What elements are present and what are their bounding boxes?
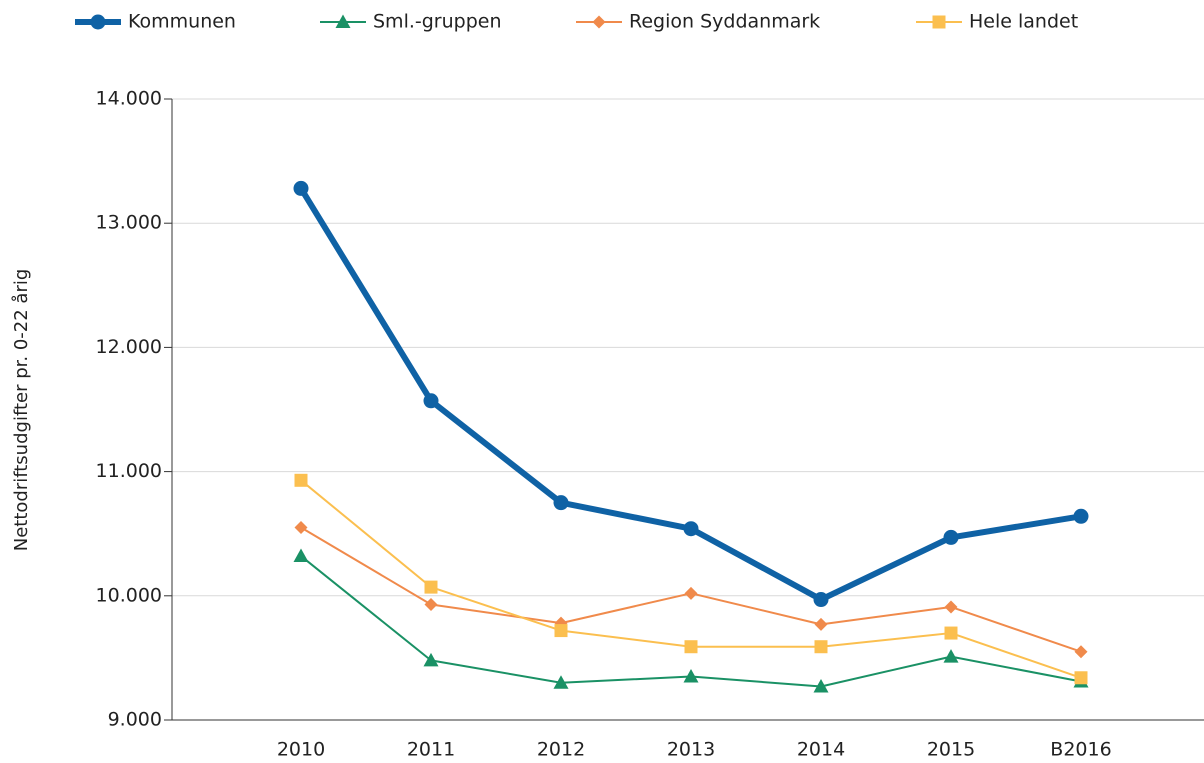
y-tick-label: 14.000	[96, 88, 162, 110]
legend-label: Kommunen	[128, 11, 236, 33]
y-tick-label: 11.000	[96, 460, 162, 482]
x-tick-label: 2014	[797, 739, 845, 760]
marker	[423, 393, 439, 409]
marker	[293, 180, 309, 196]
marker	[932, 15, 946, 29]
y-axis-label: Nettodriftsudgifter pr. 0-22 årig	[11, 269, 32, 552]
series-line	[298, 186, 1082, 603]
x-tick-label: 2013	[667, 739, 715, 760]
x-tick-label: 2012	[537, 739, 585, 760]
marker	[1074, 671, 1088, 685]
x-tick-label: B2016	[1050, 739, 1111, 760]
marker	[90, 14, 106, 30]
marker	[944, 626, 958, 640]
marker	[944, 600, 958, 614]
marker	[683, 521, 699, 537]
marker	[294, 473, 308, 487]
marker	[592, 15, 606, 29]
marker	[294, 520, 308, 534]
marker	[553, 495, 569, 511]
legend-label: Hele landet	[969, 11, 1078, 33]
y-tick-label: 13.000	[96, 212, 162, 234]
y-tick-label: 12.000	[96, 336, 162, 358]
marker	[683, 669, 699, 683]
legend-label: Region Syddanmark	[629, 11, 820, 33]
x-tick-label: 2010	[277, 739, 325, 760]
marker	[554, 624, 568, 638]
marker	[943, 649, 959, 663]
marker	[424, 580, 438, 594]
marker	[335, 14, 351, 28]
marker	[684, 640, 698, 654]
marker	[1073, 508, 1089, 524]
legend-label: Sml.-gruppen	[373, 11, 502, 33]
marker	[1074, 645, 1088, 659]
marker	[293, 548, 309, 563]
marker	[943, 529, 959, 545]
marker	[423, 652, 439, 667]
marker	[424, 597, 438, 611]
y-tick-label: 9.000	[108, 709, 162, 731]
marker	[814, 617, 828, 631]
marker	[813, 678, 829, 693]
marker	[813, 592, 829, 608]
marker	[553, 675, 569, 689]
y-tick-label: 10.000	[96, 584, 162, 606]
marker	[684, 586, 698, 600]
marker	[814, 640, 828, 654]
x-tick-label: 2011	[407, 739, 455, 760]
x-tick-label: 2015	[927, 739, 975, 760]
